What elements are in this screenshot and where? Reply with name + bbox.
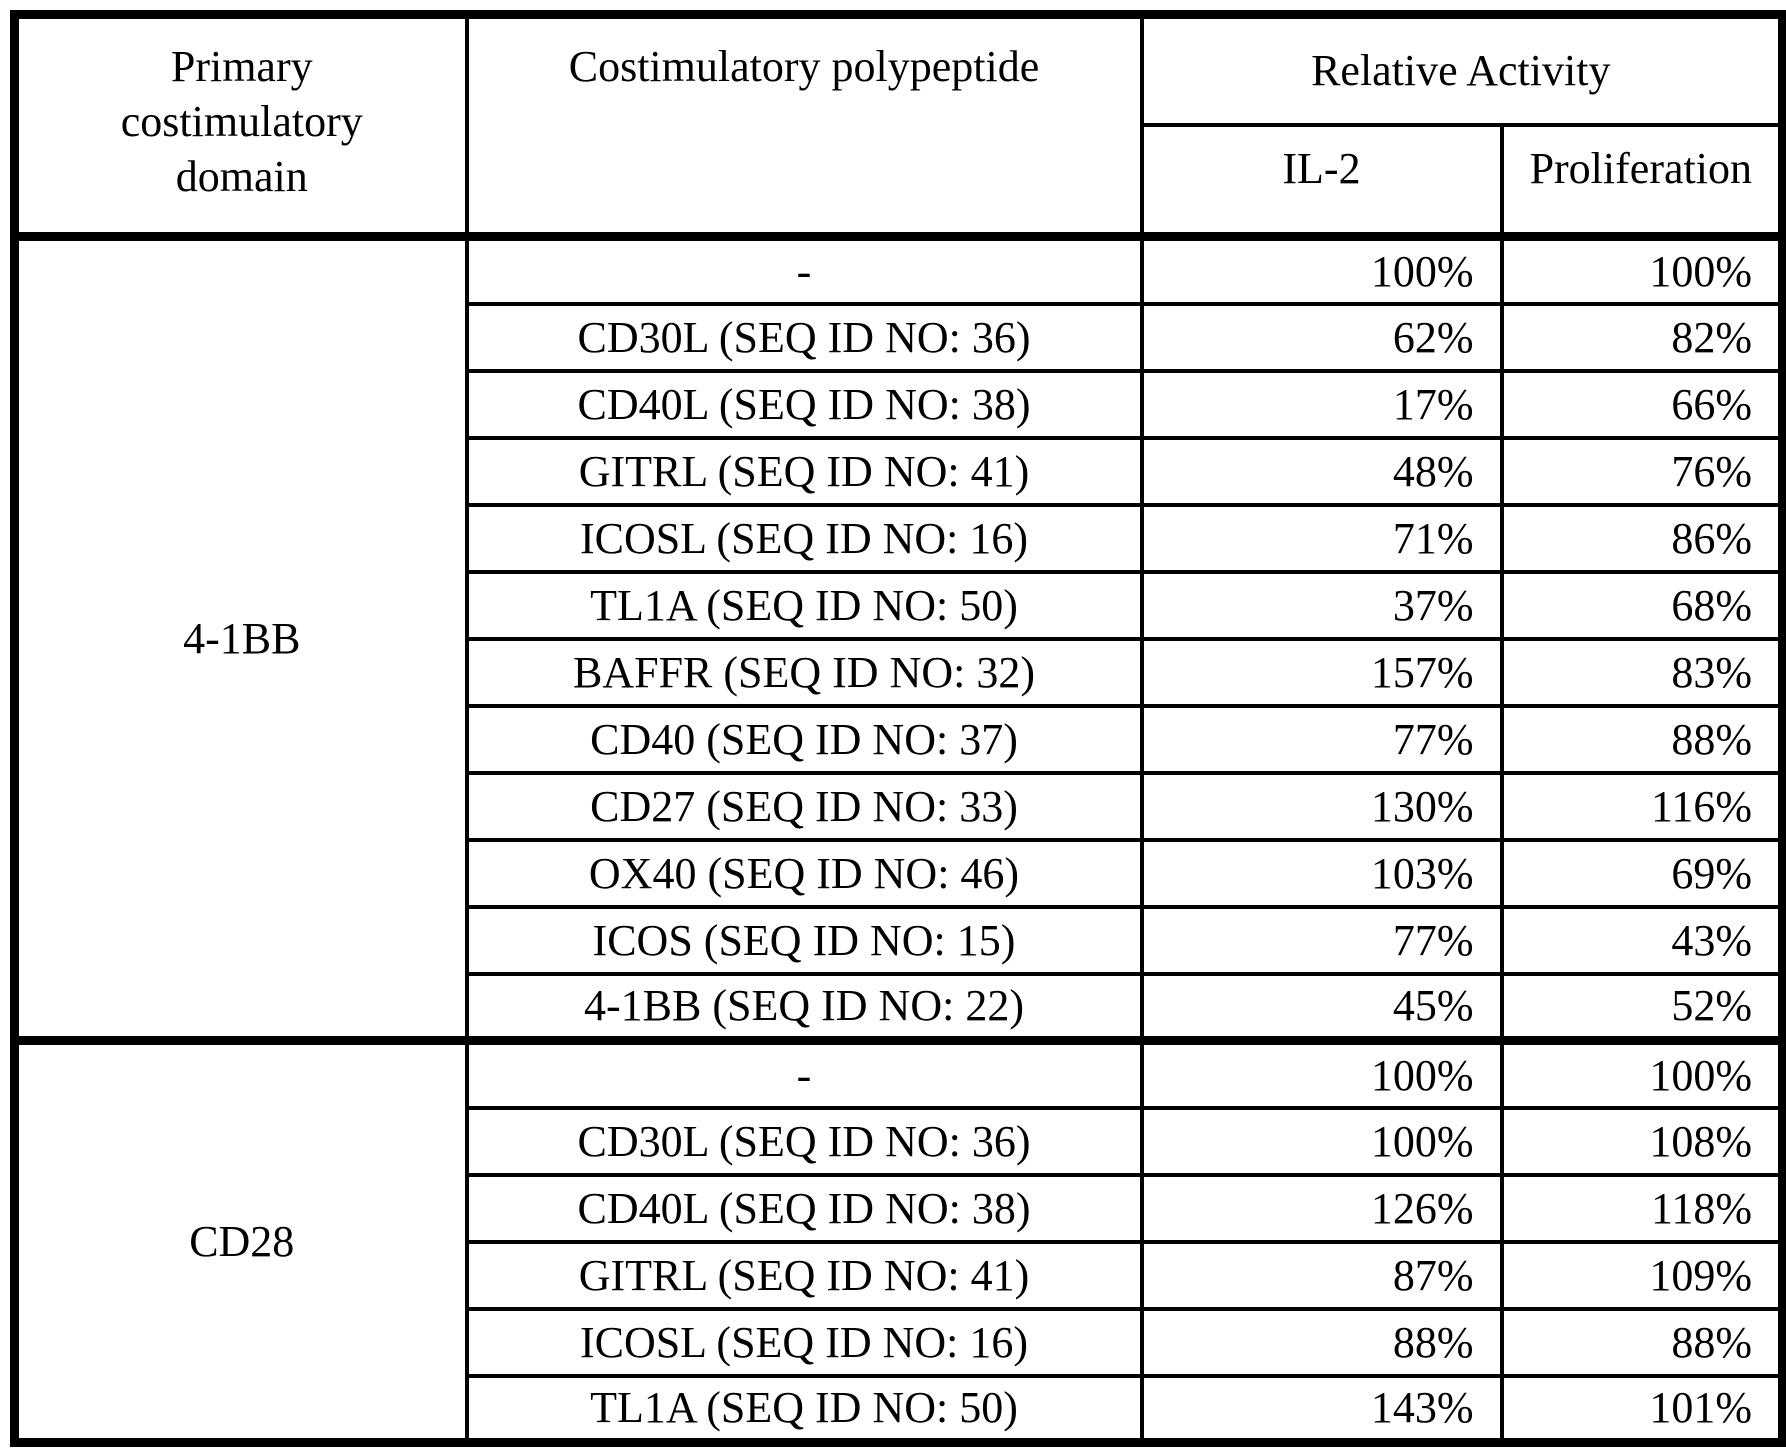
table-row: ICOS (SEQ ID NO: 15) 77% 43% [15,904,1785,976]
table-row: TL1A (SEQ ID NO: 50) 37% 68% [15,569,1785,641]
header-proliferation: Proliferation [1499,122,1785,241]
primary-domain-cell: CD28 [12,1036,469,1445]
header-il2: IL-2 [1139,122,1504,241]
proliferation-value-cell: 66% [1499,368,1785,440]
proliferation-value-cell: 76% [1499,435,1785,507]
polypeptide-cell: CD40L (SEQ ID NO: 38) [464,1172,1144,1244]
il2-value-cell: 126% [1139,1172,1504,1244]
proliferation-value-cell: 52% [1499,971,1785,1043]
table-row: 4-1BB -100% 100% [12,234,1785,1043]
proliferation-value-cell: 88% [1499,703,1785,775]
polypeptide-cell: CD30L (SEQ ID NO: 36) [464,301,1144,373]
il2-value-cell: 17% [1139,368,1504,440]
table-row: ICOSL (SEQ ID NO: 16) 88% 88% [15,1306,1785,1378]
il2-value-cell: 37% [1139,569,1504,641]
table-row: CD27 (SEQ ID NO: 33) 130% 116% [15,770,1785,842]
table-row: GITRL (SEQ ID NO: 41) 48% 76% [15,435,1785,507]
il2-value-cell: 100% [1139,234,1504,306]
proliferation-value-cell: 101% [1499,1373,1785,1445]
polypeptide-cell: GITRL (SEQ ID NO: 41) [464,1239,1144,1311]
table-row: BAFFR (SEQ ID NO: 32) 157% 83% [15,636,1785,708]
polypeptide-cell: BAFFR (SEQ ID NO: 32) [464,636,1144,708]
polypeptide-cell: TL1A (SEQ ID NO: 50) [464,1373,1144,1445]
proliferation-value-cell: 116% [1499,770,1785,842]
table-row: CD40L (SEQ ID NO: 38) 17% 66% [15,368,1785,440]
polypeptide-cell: 4-1BB (SEQ ID NO: 22) [464,971,1144,1043]
il2-value-cell: 45% [1139,971,1504,1043]
header-primary-costimulatory-domain-label: Primary costimulatory domain [120,42,363,201]
polypeptide-cell: TL1A (SEQ ID NO: 50) [464,569,1144,641]
polypeptide-cell: GITRL (SEQ ID NO: 41) [464,435,1144,507]
table-row: OX40 (SEQ ID NO: 46) 103% 69% [15,837,1785,909]
proliferation-value-cell: 68% [1499,569,1785,641]
proliferation-value-cell: 69% [1499,837,1785,909]
proliferation-value-cell: 83% [1499,636,1785,708]
il2-value-cell: 157% [1139,636,1504,708]
table-row: CD30L (SEQ ID NO: 36) 100% 108% [15,1105,1785,1177]
table-row: GITRL (SEQ ID NO: 41) 87% 109% [15,1239,1785,1311]
il2-value-cell: 48% [1139,435,1504,507]
polypeptide-cell: OX40 (SEQ ID NO: 46) [464,837,1144,909]
table-row: CD40L (SEQ ID NO: 38) 126% 118% [15,1172,1785,1244]
primary-domain-cell: 4-1BB [12,234,469,1043]
il2-value-cell: 100% [1139,1036,1504,1110]
il2-value-cell: 71% [1139,502,1504,574]
il2-value-cell: 143% [1139,1373,1504,1445]
table-row: 4-1BB (SEQ ID NO: 22) 45% 52% [15,971,1785,1043]
polypeptide-cell: CD40 (SEQ ID NO: 37) [464,703,1144,775]
polypeptide-cell: ICOS (SEQ ID NO: 15) [464,904,1144,976]
header-costimulatory-polypeptide: Costimulatory polypeptide [464,12,1144,241]
table-row: CD40 (SEQ ID NO: 37) 77% 88% [15,703,1785,775]
proliferation-value-cell: 82% [1499,301,1785,373]
il2-value-cell: 100% [1139,1105,1504,1177]
table-body: 4-1BB -100% 100% CD30L (SEQ ID NO: 36) 62% 82… [12,234,1785,1445]
polypeptide-cell: CD40L (SEQ ID NO: 38) [464,368,1144,440]
table-header: Primary costimulatory domain Costimulato… [12,12,1785,241]
table-row: CD30L (SEQ ID NO: 36) 62% 82% [15,301,1785,373]
polypeptide-cell: ICOSL (SEQ ID NO: 16) [464,502,1144,574]
proliferation-value-cell: 86% [1499,502,1785,574]
proliferation-value-cell: 100% [1499,234,1785,306]
polypeptide-cell: CD30L (SEQ ID NO: 36) [464,1105,1144,1177]
polypeptide-cell: - [464,1036,1144,1110]
il2-value-cell: 77% [1139,703,1504,775]
table-row: TL1A (SEQ ID NO: 50) 143% 101% [15,1373,1785,1445]
proliferation-value-cell: 100% [1499,1036,1785,1110]
il2-value-cell: 130% [1139,770,1504,842]
il2-value-cell: 87% [1139,1239,1504,1311]
polypeptide-cell: - [464,234,1144,306]
proliferation-value-cell: 43% [1499,904,1785,976]
table-row: CD28-100% 100% [12,1036,1785,1445]
header-row-top: Primary costimulatory domain Costimulato… [12,12,1785,241]
il2-value-cell: 88% [1139,1306,1504,1378]
proliferation-value-cell: 88% [1499,1306,1785,1378]
polypeptide-cell: CD27 (SEQ ID NO: 33) [464,770,1144,842]
proliferation-value-cell: 118% [1499,1172,1785,1244]
header-primary-costimulatory-domain: Primary costimulatory domain [12,12,469,241]
il2-value-cell: 103% [1139,837,1504,909]
proliferation-value-cell: 108% [1499,1105,1785,1177]
il2-value-cell: 77% [1139,904,1504,976]
header-row-sub: IL-2 Proliferation [15,122,1785,241]
proliferation-value-cell: 109% [1499,1239,1785,1311]
table-row: ICOSL (SEQ ID NO: 16) 71% 86% [15,502,1785,574]
costimulatory-activity-table: Primary costimulatory domain Costimulato… [10,10,1786,1447]
header-relative-activity: Relative Activity [1139,12,1785,127]
il2-value-cell: 62% [1139,301,1504,373]
polypeptide-cell: ICOSL (SEQ ID NO: 16) [464,1306,1144,1378]
